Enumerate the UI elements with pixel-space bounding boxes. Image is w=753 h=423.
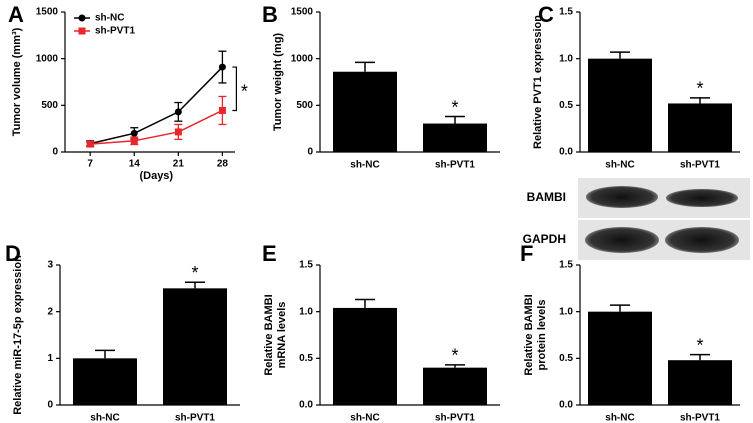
y-tick-label: 1.5 xyxy=(559,260,573,271)
x-tick-label: 7 xyxy=(87,159,93,170)
series-line xyxy=(90,66,223,145)
y-tick-label: 2 xyxy=(47,306,53,317)
y-axis-label: Relative BAMBI xyxy=(263,294,275,375)
marker xyxy=(174,108,182,116)
legend-label: sh-PVT1 xyxy=(95,26,135,37)
marker xyxy=(86,140,94,148)
y-tick-label: 500 xyxy=(296,100,313,111)
y-tick-label: 500 xyxy=(41,100,58,111)
panel-label: E xyxy=(262,241,277,266)
y-tick-label: 1 xyxy=(47,353,53,364)
x-tick-label: sh-PVT1 xyxy=(435,160,475,171)
x-tick-label: 21 xyxy=(173,159,185,170)
y-axis-label: mRNA levels xyxy=(276,302,288,369)
y-axis-label: Relative BAMBI xyxy=(523,294,535,375)
y-tick-label: 0 xyxy=(47,400,53,411)
marker xyxy=(218,63,226,71)
blot-band xyxy=(585,227,659,253)
marker xyxy=(174,128,182,136)
y-tick-label: 0.5 xyxy=(559,100,573,111)
y-axis-label: Tumor weight (mg) xyxy=(272,33,284,132)
y-axis-label: Tumor volume (mm³) xyxy=(11,27,23,136)
x-axis-label: (Days) xyxy=(139,170,173,182)
marker xyxy=(130,129,138,137)
legend-label: sh-NC xyxy=(95,13,124,24)
x-tick-label: sh-NC xyxy=(605,160,634,171)
x-tick-label: sh-PVT1 xyxy=(175,413,215,423)
legend-marker xyxy=(78,14,86,22)
x-tick-label: sh-PVT1 xyxy=(680,413,720,423)
y-tick-label: 1500 xyxy=(291,7,314,18)
bar xyxy=(423,367,487,405)
blot-label: BAMBI xyxy=(527,190,566,204)
bar xyxy=(333,307,397,405)
y-tick-label: 0.0 xyxy=(299,400,313,411)
marker xyxy=(218,106,226,114)
western-blot xyxy=(578,178,750,260)
marker xyxy=(130,137,138,145)
x-tick-label: 28 xyxy=(217,159,229,170)
bar xyxy=(73,358,137,405)
blot-band xyxy=(666,189,738,207)
significance-mark: * xyxy=(451,346,458,366)
y-tick-label: 1.5 xyxy=(559,7,573,18)
bar xyxy=(668,103,732,152)
significance-mark: * xyxy=(451,97,458,117)
y-tick-label: 0 xyxy=(307,147,313,158)
blot-label: GAPDH xyxy=(523,232,566,246)
y-tick-label: 1500 xyxy=(36,7,59,18)
significance-mark: * xyxy=(241,82,248,102)
y-tick-label: 1000 xyxy=(36,53,59,64)
x-tick-label: 14 xyxy=(129,159,141,170)
significance-mark: * xyxy=(696,79,703,99)
bar xyxy=(668,360,732,405)
panel-label: C xyxy=(538,2,554,27)
legend-marker xyxy=(78,27,86,35)
bar xyxy=(588,311,652,405)
x-tick-label: sh-PVT1 xyxy=(680,160,720,171)
x-tick-label: sh-NC xyxy=(350,160,379,171)
bar xyxy=(163,288,227,405)
bar xyxy=(588,58,652,152)
blot-band xyxy=(665,227,739,253)
panel-label: A xyxy=(8,2,24,27)
panel-label: B xyxy=(262,2,278,27)
panel-label: D xyxy=(5,241,21,266)
y-axis-label: protein levels xyxy=(536,300,548,371)
y-tick-label: 0.5 xyxy=(559,353,573,364)
y-tick-label: 3 xyxy=(47,260,53,271)
significance-mark: * xyxy=(191,263,198,283)
y-axis-label: Relative PVT1 expression xyxy=(532,15,544,149)
x-tick-label: sh-PVT1 xyxy=(435,413,475,423)
y-tick-label: 1.0 xyxy=(559,53,573,64)
bar xyxy=(423,123,487,152)
y-tick-label: 0.0 xyxy=(559,147,573,158)
y-axis-label: Relative miR-17-5p expression xyxy=(12,255,24,415)
y-tick-label: 0 xyxy=(52,147,58,158)
x-tick-label: sh-NC xyxy=(90,413,119,423)
blot-band xyxy=(586,186,658,208)
bar xyxy=(333,71,397,152)
y-tick-label: 1000 xyxy=(291,53,314,64)
y-tick-label: 0.0 xyxy=(559,400,573,411)
y-tick-label: 1.5 xyxy=(299,260,313,271)
significance-mark: * xyxy=(696,335,703,355)
y-tick-label: 1.0 xyxy=(299,306,313,317)
x-tick-label: sh-NC xyxy=(350,413,379,423)
y-tick-label: 1.0 xyxy=(559,306,573,317)
panel-label: F xyxy=(520,241,533,266)
series-line xyxy=(90,109,223,145)
y-tick-label: 0.5 xyxy=(299,353,313,364)
x-tick-label: sh-NC xyxy=(605,413,634,423)
significance-bracket xyxy=(232,66,238,112)
